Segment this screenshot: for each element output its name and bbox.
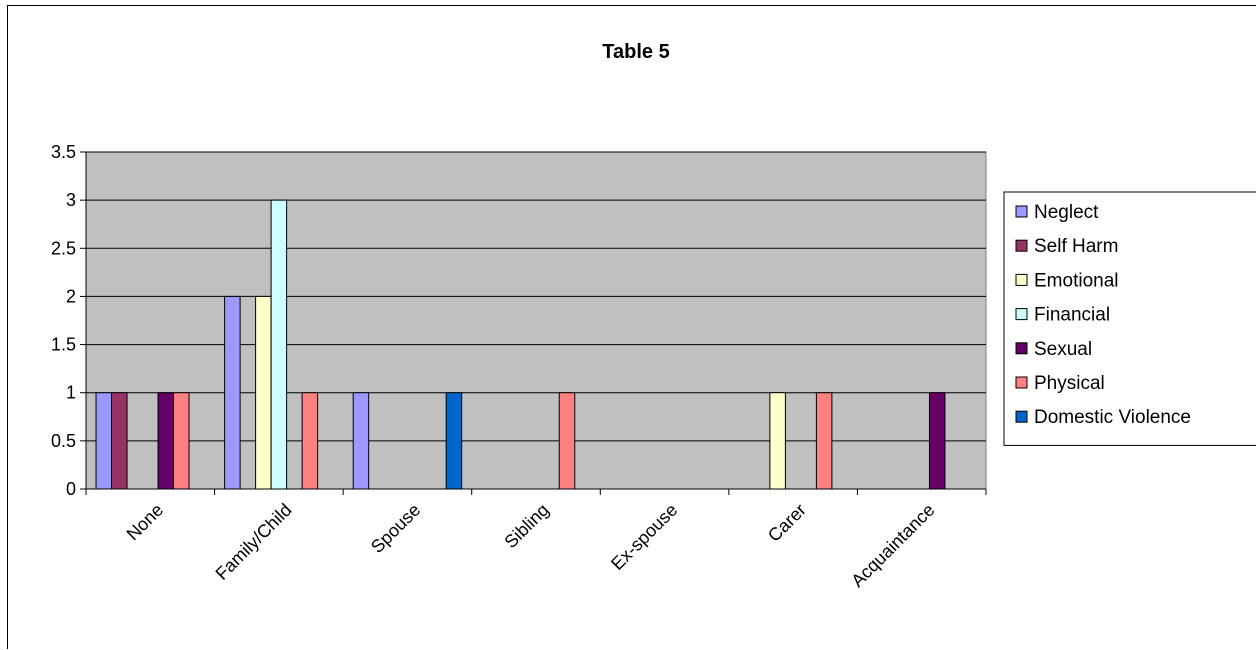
bar-domestic-violence xyxy=(445,392,463,490)
category-label: Spouse xyxy=(367,500,424,557)
y-tick-label: 2.5 xyxy=(51,238,76,258)
legend-swatch xyxy=(1015,342,1028,355)
plot-area xyxy=(85,151,987,490)
y-tick-label: 1.5 xyxy=(51,335,76,355)
bar-neglect xyxy=(352,392,370,490)
category-label: Sibling xyxy=(500,500,552,552)
y-tick-label: 0 xyxy=(66,479,76,499)
category-label: None xyxy=(123,500,168,545)
y-tick-label: 3 xyxy=(66,190,76,210)
legend-swatch xyxy=(1015,308,1028,321)
category-label: Acquaintance xyxy=(847,500,938,591)
legend-swatch xyxy=(1015,239,1028,252)
y-tick-label: 0.5 xyxy=(51,431,76,451)
legend-label: Domestic Violence xyxy=(1034,407,1191,428)
legend-box xyxy=(1003,191,1256,446)
bar-financial xyxy=(270,199,288,490)
bar-physical xyxy=(558,392,576,490)
bar-physical xyxy=(301,392,319,490)
bar-chart: Table 5 0 0.5 1 1.5 2 2.5 3 3.5 None Family/Child… xyxy=(51,41,1256,591)
bar-sexual xyxy=(928,392,946,490)
bar-neglect xyxy=(95,392,113,490)
bar-sexual xyxy=(157,392,175,490)
bar-emotional xyxy=(769,392,786,490)
category-label: Ex-spouse xyxy=(607,500,681,574)
legend-label: Neglect xyxy=(1034,202,1099,223)
legend-label: Financial xyxy=(1034,305,1110,326)
legend-swatch xyxy=(1015,205,1028,218)
legend-label: Physical xyxy=(1034,373,1105,394)
y-tick-label: 1 xyxy=(66,383,76,403)
category-label: Carer xyxy=(764,500,810,546)
bar-physical xyxy=(173,392,190,490)
legend-swatch xyxy=(1015,410,1028,423)
legend-label: Emotional xyxy=(1034,270,1119,291)
bar-neglect xyxy=(224,295,241,490)
legend-swatch xyxy=(1015,376,1028,389)
bar-emotional xyxy=(255,295,272,490)
y-tick-label: 2 xyxy=(66,286,76,306)
bar-self-harm xyxy=(111,392,128,490)
bar-physical xyxy=(815,392,833,490)
legend-swatch xyxy=(1015,273,1028,286)
legend-label: Self Harm xyxy=(1034,236,1118,257)
y-tick-label: 3.5 xyxy=(51,142,76,162)
category-label: Family/Child xyxy=(212,500,296,584)
chart-title: Table 5 xyxy=(602,41,669,63)
chart-frame: Table 5 0 0.5 1 1.5 2 2.5 3 3.5 None Family/Child… xyxy=(7,5,1256,649)
legend-label: Sexual xyxy=(1034,339,1092,360)
